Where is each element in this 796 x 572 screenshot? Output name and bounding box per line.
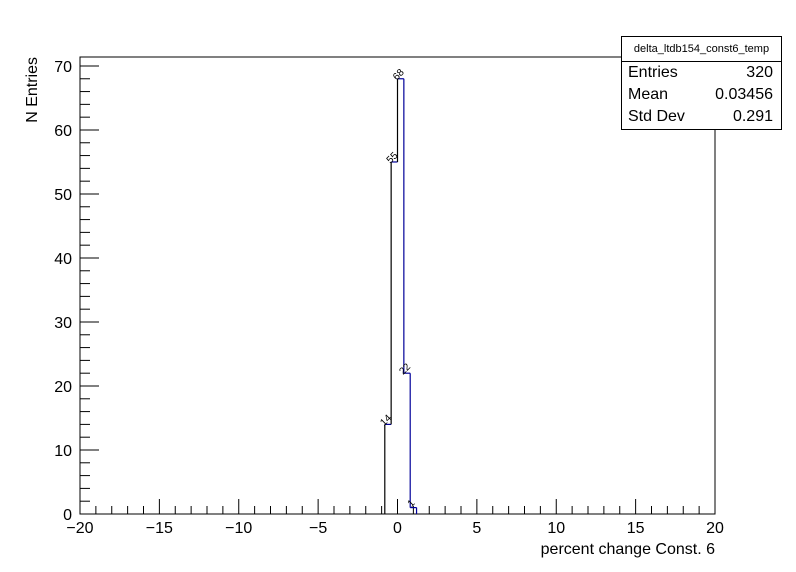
x-tick-label: 15 [627,520,645,537]
y-tick-label: 50 [54,187,72,204]
y-tick-label: 40 [54,251,72,268]
stats-row-stddev: Std Dev 0.291 [628,108,773,125]
x-tick-label: 10 [547,520,565,537]
y-tick-label: 60 [54,123,72,140]
y-axis-label: N Entries [24,57,41,123]
x-tick-label: −5 [309,520,327,537]
stats-row-mean: Mean 0.03456 [628,86,773,103]
x-tick-label: 20 [706,520,724,537]
x-tick-label: 0 [393,520,402,537]
bin-data-label: 55 [385,150,401,166]
bin-data-label: 68 [391,67,407,83]
bin-data-label: 22 [397,361,413,377]
stats-box: delta_ltdb154_const6_temp Entries 320 Mea… [621,36,782,130]
x-tick-label: −15 [146,520,173,537]
x-axis-label: percent change Const. 6 [541,541,715,558]
x-tick-label: −20 [66,520,93,537]
x-tick-label: −10 [225,520,252,537]
x-tick-label: 5 [472,520,481,537]
y-tick-label: 0 [63,507,72,524]
y-tick-label: 20 [54,379,72,396]
stats-row-entries: Entries 320 [628,64,773,81]
stats-title: delta_ltdb154_const6_temp [622,37,781,62]
y-tick-label: 10 [54,443,72,460]
y-tick-label: 30 [54,315,72,332]
bin-data-label: 14 [378,412,394,428]
y-tick-label: 70 [54,59,72,76]
